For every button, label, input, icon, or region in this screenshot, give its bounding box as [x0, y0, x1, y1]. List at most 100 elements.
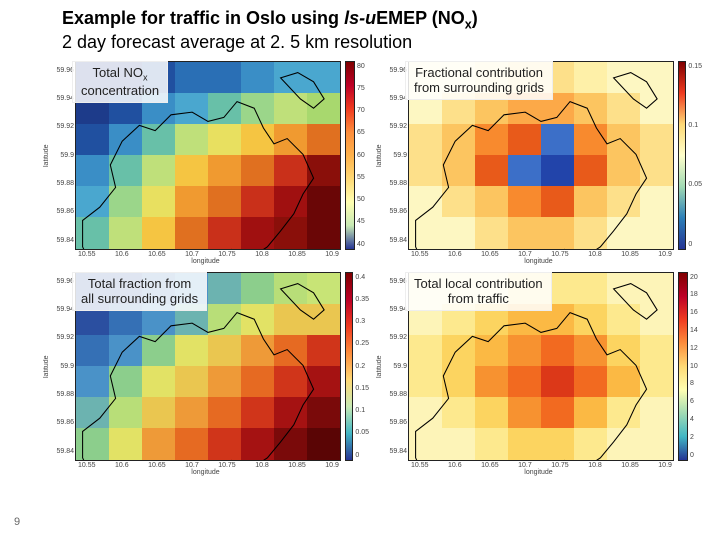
ylabel: latitude: [42, 272, 51, 461]
cell: [442, 217, 475, 248]
ytick: 59.92: [52, 123, 74, 130]
ytick: 59.94: [385, 95, 407, 102]
xtick: 10.85: [288, 462, 306, 469]
cbar-tick: 8: [690, 380, 698, 387]
ytick: 59.86: [52, 419, 74, 426]
cell: [442, 397, 475, 428]
cell: [475, 186, 508, 217]
cell: [142, 428, 175, 459]
panel-3: Total local contributionfrom traffic lati…: [375, 272, 702, 477]
cell: [142, 366, 175, 397]
cbar-tick: 0.3: [355, 318, 369, 325]
ylabel: latitude: [375, 272, 384, 461]
cbar-tick: 0.15: [355, 385, 369, 392]
ytick: 59.86: [385, 419, 407, 426]
cell: [541, 186, 574, 217]
cell: [175, 186, 208, 217]
cell: [274, 335, 307, 366]
cell: [640, 273, 673, 304]
cell: [241, 217, 274, 248]
xtick: 10.9: [658, 462, 672, 469]
cell: [175, 62, 208, 93]
cell: [574, 273, 607, 304]
cell: [574, 155, 607, 186]
colorbar-ticks: 807570656055504540: [355, 61, 365, 250]
cell: [607, 366, 640, 397]
cell: [475, 124, 508, 155]
cbar-tick: 70: [357, 107, 365, 114]
ytick: 59.88: [385, 391, 407, 398]
cell: [508, 124, 541, 155]
cell: [574, 335, 607, 366]
xtick: 10.55: [411, 462, 429, 469]
cell: [109, 124, 142, 155]
cell: [241, 186, 274, 217]
cell: [208, 217, 241, 248]
cell: [541, 428, 574, 459]
cell: [208, 304, 241, 335]
ytick: 59.96: [385, 278, 407, 285]
cell: [409, 124, 442, 155]
cell: [307, 93, 340, 124]
cell: [109, 335, 142, 366]
xtick: 10.65: [481, 462, 499, 469]
xticks: 10.5510.610.6510.710.7510.810.8510.9: [409, 461, 674, 469]
cbar-tick: 0.2: [355, 363, 369, 370]
cell: [175, 155, 208, 186]
panel-label: Total local contributionfrom traffic: [405, 272, 552, 311]
cell: [475, 335, 508, 366]
cell: [241, 62, 274, 93]
ytick: 59.88: [52, 180, 74, 187]
cell: [607, 186, 640, 217]
xrow: 10.5510.610.6510.710.7510.810.8510.9: [42, 250, 369, 258]
t1b: ls-u: [344, 8, 376, 28]
ytick: 59.88: [52, 391, 74, 398]
cell: [175, 93, 208, 124]
cell: [541, 366, 574, 397]
cbar-tick: 75: [357, 85, 365, 92]
t1e: ): [472, 8, 478, 28]
xtick: 10.9: [658, 251, 672, 258]
xtick: 10.9: [325, 462, 339, 469]
xtick: 10.85: [621, 462, 639, 469]
ytick: 59.84: [385, 237, 407, 244]
xtick: 10.65: [481, 251, 499, 258]
cell: [607, 217, 640, 248]
cell: [574, 428, 607, 459]
cbar-tick: 0.05: [355, 429, 369, 436]
cell: [241, 304, 274, 335]
cell: [307, 186, 340, 217]
ytick: 59.9: [52, 152, 74, 159]
cell: [640, 217, 673, 248]
cell: [109, 397, 142, 428]
xtick: 10.7: [185, 251, 199, 258]
cell: [640, 366, 673, 397]
xtick: 10.9: [325, 251, 339, 258]
cell: [574, 397, 607, 428]
cell: [607, 155, 640, 186]
cell: [475, 428, 508, 459]
ytick: 59.92: [385, 123, 407, 130]
colorbar-gradient: [345, 61, 355, 250]
cell: [508, 397, 541, 428]
cell: [409, 428, 442, 459]
slide-title: Example for traffic in Oslo using ls-uEM…: [0, 0, 720, 57]
t1a: Example for traffic in Oslo using: [62, 8, 344, 28]
colorbar: 0.150.10.050: [674, 61, 702, 250]
xlabel: longitude: [375, 469, 702, 477]
cell: [307, 155, 340, 186]
t1c: EMEP (NO: [376, 8, 465, 28]
cbar-tick: 12: [690, 345, 698, 352]
cell: [307, 366, 340, 397]
xtick: 10.7: [518, 462, 532, 469]
cbar-tick: 14: [690, 327, 698, 334]
cell: [442, 124, 475, 155]
cell: [409, 366, 442, 397]
cell: [409, 217, 442, 248]
cell: [307, 62, 340, 93]
cell: [640, 304, 673, 335]
ylabel: latitude: [375, 61, 384, 250]
colorbar: 0.40.350.30.250.20.150.10.050: [341, 272, 369, 461]
cell: [76, 124, 109, 155]
cell: [307, 124, 340, 155]
